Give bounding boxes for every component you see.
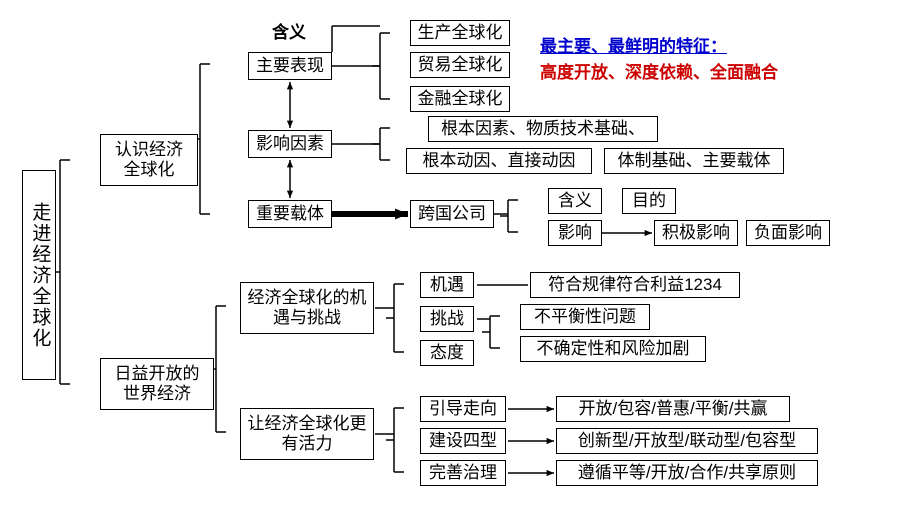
highlight-line1: 最主要、最鲜明的特征： <box>540 32 727 57</box>
node-bupingheng: 不平衡性问题 <box>520 304 650 330</box>
node-jianshe: 建设四型 <box>420 428 506 454</box>
node-genben2: 根本动因、直接动因 <box>406 148 592 174</box>
node-zhuyaobiaoxian: 主要表现 <box>248 52 332 80</box>
node-genben1: 根本因素、物质技术基础、 <box>428 116 658 142</box>
node-shengchan: 生产全球化 <box>410 20 510 46</box>
root-node: 走进经济全球化 <box>22 170 56 380</box>
node-maoyi: 贸易全球化 <box>410 52 510 78</box>
node-jiyu-tiaozhan: 经济全球化的机遇与挑战 <box>240 282 374 334</box>
node-zunxun: 遵循平等/开放/合作/共享原则 <box>556 460 818 486</box>
node-jiyu: 机遇 <box>420 272 474 298</box>
node-kaifang: 开放/包容/普惠/平衡/共赢 <box>556 396 790 422</box>
node-mudi: 目的 <box>622 188 676 214</box>
node-zhongyaozaiti: 重要载体 <box>248 200 332 228</box>
node-jiji: 积极影响 <box>654 220 738 246</box>
node-fumian: 负面影响 <box>746 220 830 246</box>
node-buqueding: 不确定性和风险加剧 <box>520 336 706 362</box>
node-riyi: 日益开放的世界经济 <box>100 358 214 410</box>
node-kuaguo: 跨国公司 <box>410 200 494 228</box>
node-huoli: 让经济全球化更有活力 <box>240 408 374 460</box>
node-yingxiang: 影响因素 <box>248 130 332 158</box>
label-hanyi: 含义 <box>272 18 306 43</box>
node-wanshan: 完善治理 <box>420 460 506 486</box>
node-hanyi2: 含义 <box>548 188 602 214</box>
node-yingxiang2: 影响 <box>548 220 602 246</box>
node-chuangxin: 创新型/开放型/联动型/包容型 <box>556 428 818 454</box>
highlight-line2: 高度开放、深度依赖、全面融合 <box>540 58 778 83</box>
node-yindao: 引导走向 <box>420 396 506 422</box>
highlight-red: 高度开放、深度依赖、全面融合 <box>540 63 778 82</box>
node-fuhe: 符合规律符合利益1234 <box>530 272 740 298</box>
node-renshi: 认识经济全球化 <box>100 134 198 186</box>
highlight-blue: 最主要、最鲜明的特征： <box>540 37 727 56</box>
node-jinrong: 金融全球化 <box>410 86 510 112</box>
node-taidu: 态度 <box>420 340 474 366</box>
node-tizhi: 体制基础、主要载体 <box>604 148 784 174</box>
node-tiaozhan: 挑战 <box>420 306 474 332</box>
